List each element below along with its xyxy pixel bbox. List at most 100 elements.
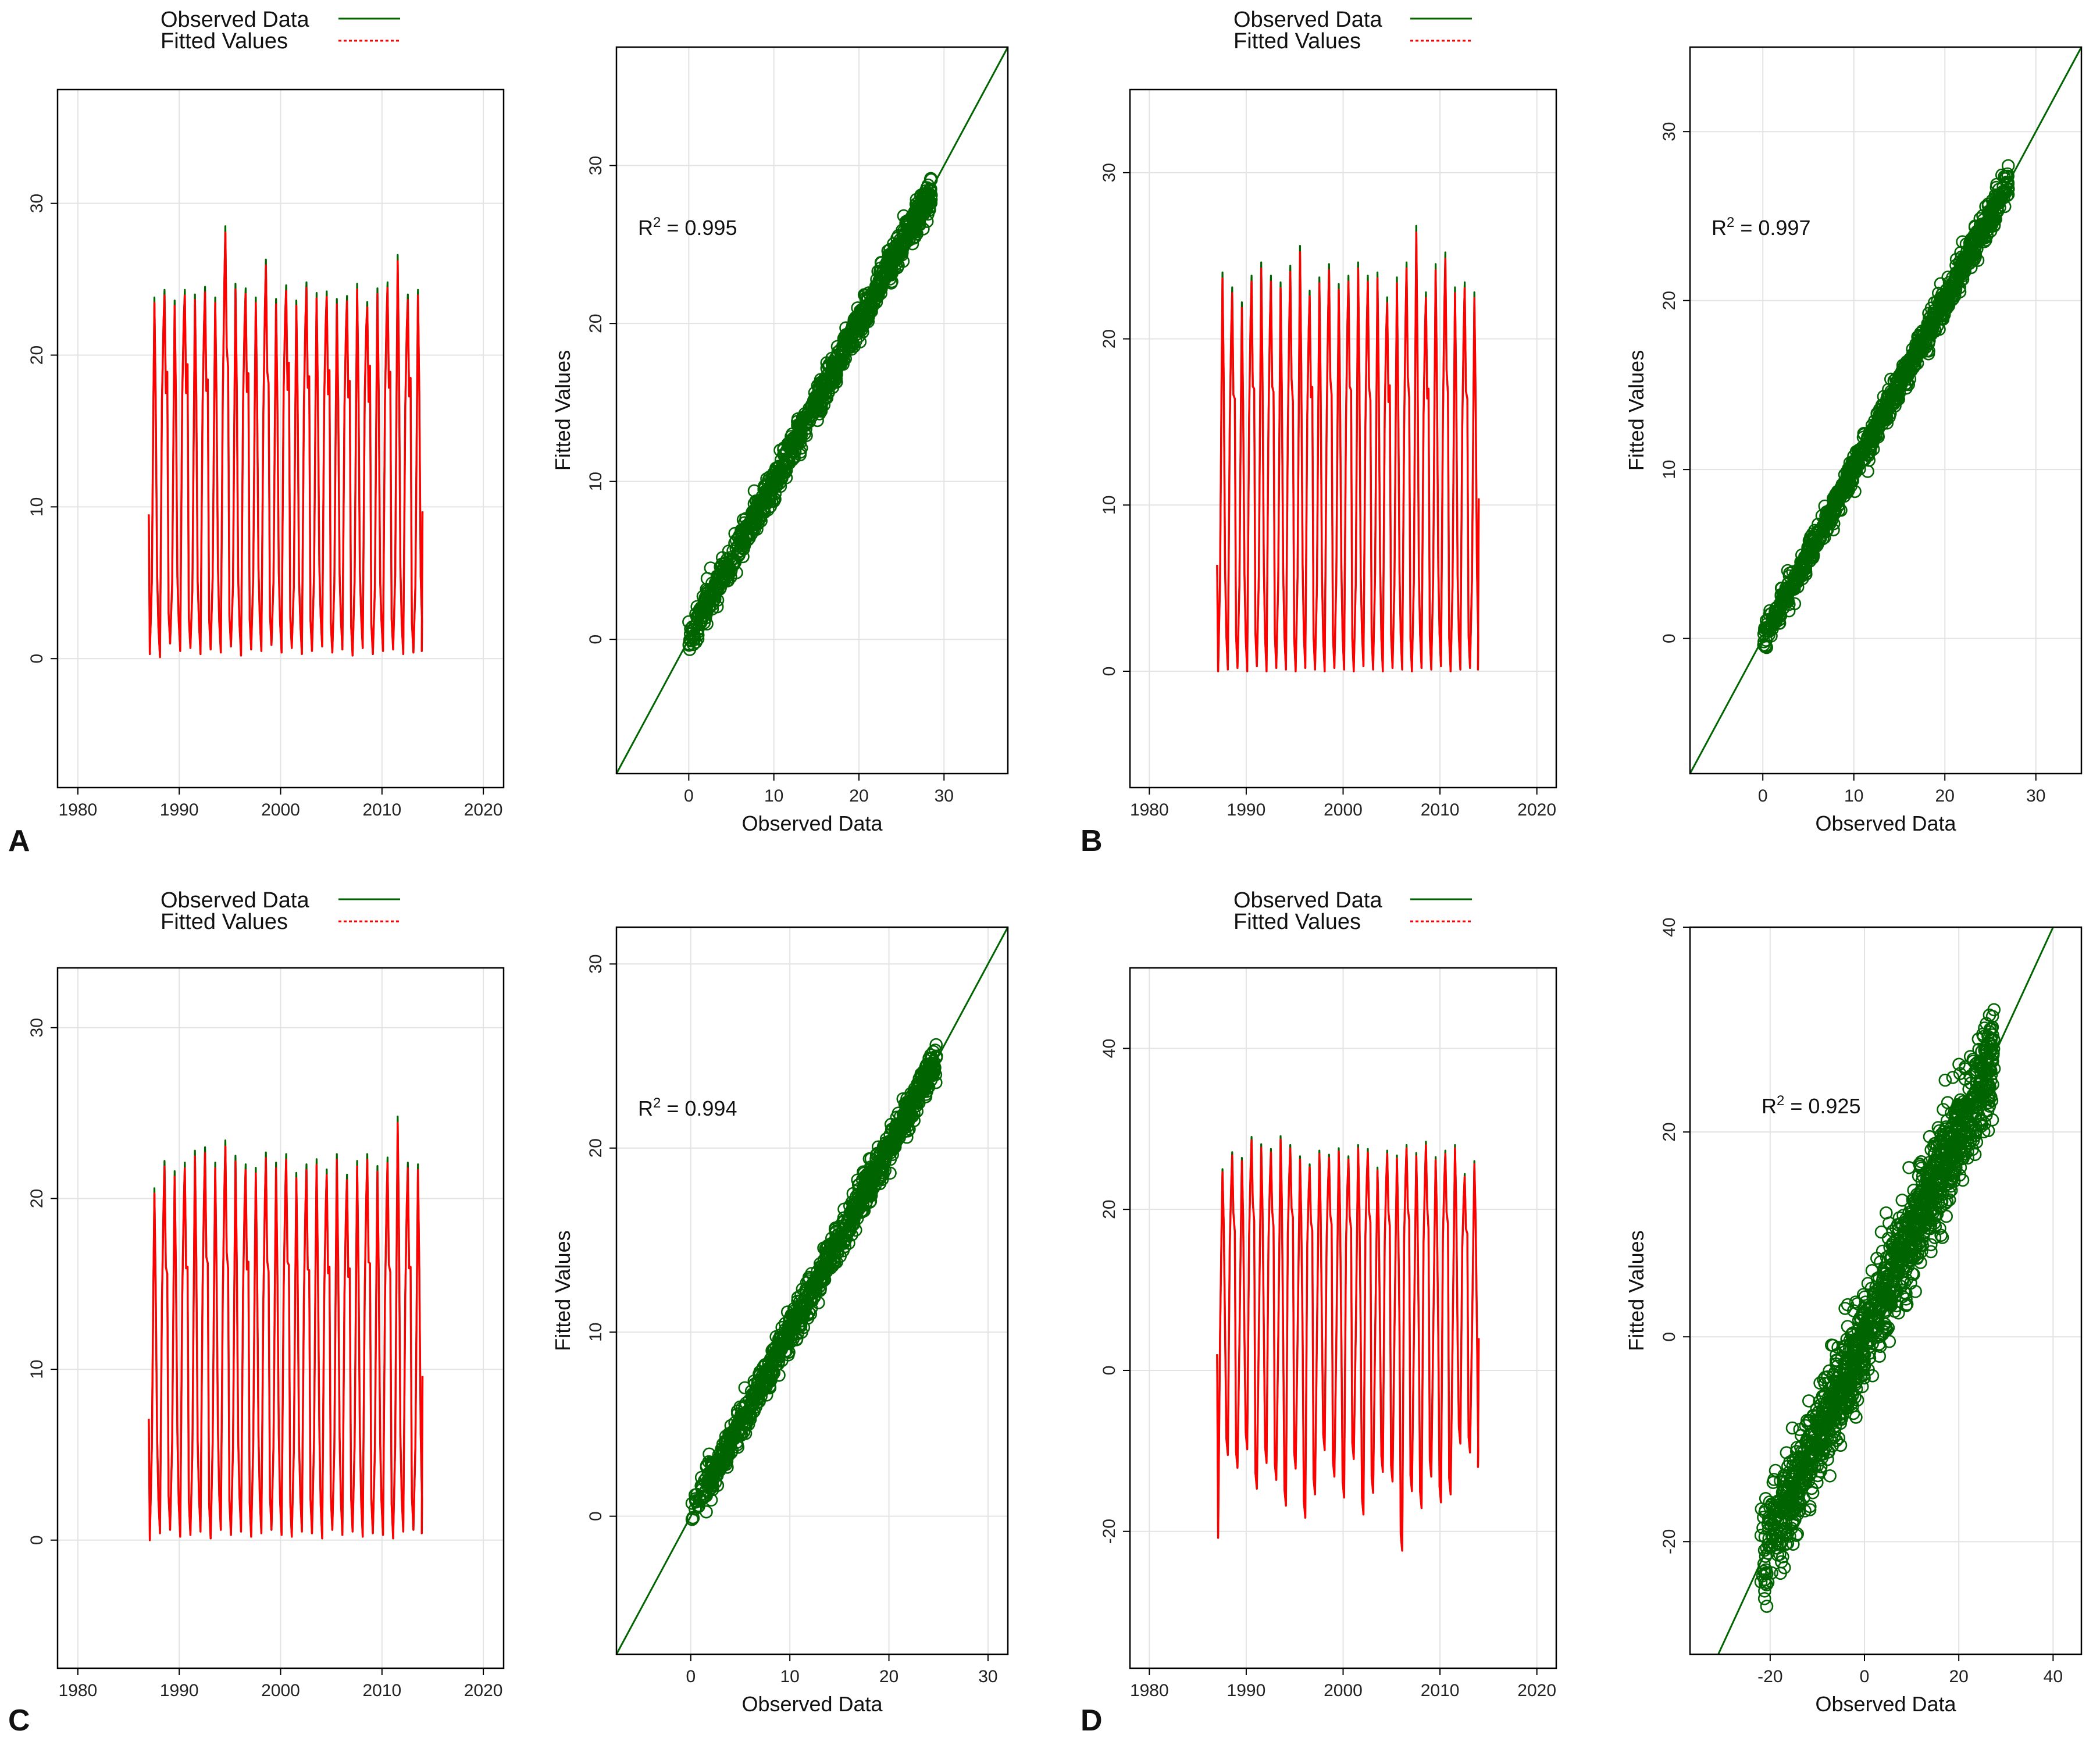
ts-b-xtick-label-2020: 2020 xyxy=(1517,800,1556,820)
sc-d-point xyxy=(1785,1522,1798,1535)
sc-a-point xyxy=(889,257,903,271)
sc-b-point xyxy=(1910,338,1924,352)
sc-c-point xyxy=(902,1096,915,1109)
sc-b-point xyxy=(1909,346,1922,359)
sc-c-point xyxy=(733,1400,747,1414)
sc-d-point xyxy=(1811,1413,1824,1427)
sc-b-point xyxy=(1886,390,1900,403)
sc-d-point xyxy=(1909,1210,1923,1224)
sc-d-point xyxy=(1962,1082,1976,1096)
sc-d-point xyxy=(1880,1206,1893,1220)
sc-c-point xyxy=(909,1085,922,1098)
sc-b-point xyxy=(1835,487,1848,501)
sc-c-point xyxy=(800,1276,814,1290)
legend-d-observed-label: Observed Data xyxy=(1233,888,1382,913)
sc-c-point xyxy=(851,1178,865,1192)
sc-b-point xyxy=(1766,612,1780,626)
sc-c-point xyxy=(744,1399,757,1413)
sc-d-point xyxy=(1760,1600,1774,1613)
sc-d-point xyxy=(1846,1406,1860,1420)
sc-d-y-axis-label: Fitted Values xyxy=(1624,1230,1648,1351)
sc-a-point xyxy=(853,323,866,337)
sc-c-point xyxy=(700,1505,713,1519)
sc-c-point xyxy=(899,1100,912,1113)
sc-d-point xyxy=(1930,1165,1943,1178)
sc-d-point xyxy=(1978,1044,1991,1057)
sc-d-point xyxy=(1776,1550,1789,1564)
ts-a-xtick-label-2020: 2020 xyxy=(464,800,503,820)
sc-c-point xyxy=(846,1198,860,1211)
sc-d-point xyxy=(1877,1287,1890,1300)
legend-c-observed-label: Observed Data xyxy=(161,888,309,913)
sc-a-x-axis-label: Observed Data xyxy=(741,811,883,835)
ts-d-ytick-label-40: 40 xyxy=(1100,1039,1119,1058)
sc-d-point xyxy=(1831,1341,1845,1354)
sc-d-point xyxy=(1844,1372,1857,1386)
sc-d-point xyxy=(1924,1238,1938,1252)
sc-d-point xyxy=(1894,1231,1908,1245)
sc-c-point xyxy=(696,1490,709,1503)
sc-d-point xyxy=(1874,1225,1888,1239)
sc-c-point xyxy=(806,1286,819,1299)
sc-a-point xyxy=(856,304,869,317)
sc-b-point xyxy=(1996,185,2010,198)
sc-d-point xyxy=(1858,1290,1871,1304)
sc-d-xtick-label--20: -20 xyxy=(1757,1667,1782,1686)
sc-a-point xyxy=(684,622,697,636)
sc-b-ytick-label-30: 30 xyxy=(1660,122,1679,141)
sc-d-point xyxy=(1841,1320,1855,1333)
sc-a-point xyxy=(752,513,765,527)
panel-label-c: C xyxy=(8,1704,30,1737)
sc-d-point xyxy=(1940,1114,1954,1127)
ts-c-xtick-label-1980: 1980 xyxy=(58,1681,97,1700)
sc-d-point xyxy=(1953,1168,1966,1182)
sc-a-point xyxy=(882,248,896,262)
sc-a-point xyxy=(786,432,800,446)
sc-b-point xyxy=(1823,511,1837,525)
sc-a-point xyxy=(793,419,806,433)
sc-d-point xyxy=(1832,1402,1846,1415)
sc-c-point xyxy=(863,1167,877,1180)
sc-d-point xyxy=(1834,1416,1848,1430)
sc-a-point xyxy=(815,395,829,409)
sc-a-point xyxy=(899,215,913,229)
sc-d-point xyxy=(1849,1382,1863,1396)
sc-d-point xyxy=(1830,1393,1844,1406)
sc-d-point xyxy=(1899,1221,1913,1234)
sc-a-point xyxy=(700,599,714,612)
sc-d-point xyxy=(1938,1073,1952,1087)
sc-a-point xyxy=(811,391,825,404)
sc-d-r2-annotation: R2 = 0.925 xyxy=(1762,1093,1860,1118)
legend-b: Observed Data Fitted Values xyxy=(1233,8,1472,54)
sc-d-point xyxy=(1948,1105,1962,1119)
sc-d-point xyxy=(1783,1529,1796,1543)
sc-b-point xyxy=(1983,206,1996,220)
sc-d-point xyxy=(1813,1395,1826,1409)
sc-d-point xyxy=(1771,1494,1785,1508)
sc-c-xtick-label-0: 0 xyxy=(686,1667,696,1686)
sc-d-point xyxy=(1922,1189,1935,1203)
sc-b-point xyxy=(1990,180,2003,194)
ts-b-ytick-label-0: 0 xyxy=(1100,667,1119,676)
sc-b-xtick-label-30: 30 xyxy=(2026,786,2045,806)
sc-d-point xyxy=(1817,1373,1830,1387)
sc-d-point xyxy=(1884,1267,1898,1280)
sc-c-point xyxy=(801,1290,815,1303)
sc-a-point xyxy=(814,393,828,406)
sc-d-xtick-label-40: 40 xyxy=(2044,1667,2063,1686)
sc-d-point xyxy=(1785,1421,1799,1435)
sc-a-point xyxy=(843,340,857,354)
sc-d-point xyxy=(1960,1110,1973,1123)
sc-b-point xyxy=(1953,267,1967,281)
sc-b-point xyxy=(1913,334,1927,348)
sc-b-point xyxy=(1955,262,1968,276)
sc-d-point xyxy=(1857,1359,1871,1372)
sc-c-ytick-label-30: 30 xyxy=(586,955,605,974)
sc-a-point xyxy=(739,521,752,535)
